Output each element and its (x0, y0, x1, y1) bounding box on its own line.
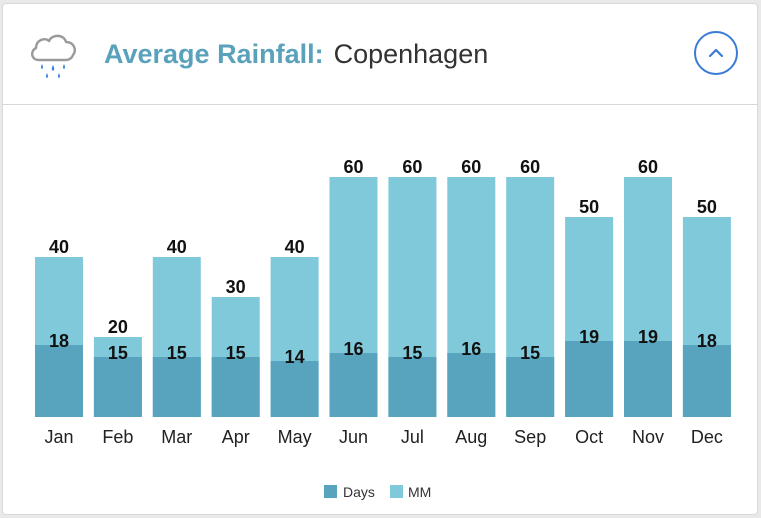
label-days-may: 14 (285, 347, 305, 367)
label-days-mar: 15 (167, 343, 187, 363)
label-days-jan: 18 (49, 331, 69, 351)
collapse-button[interactable] (694, 31, 738, 75)
title-city: Copenhagen (333, 39, 489, 69)
tick-label-aug: Aug (455, 427, 487, 447)
label-mm-jun: 60 (343, 157, 363, 177)
label-mm-sep: 60 (520, 157, 540, 177)
tick-label-nov: Nov (632, 427, 664, 447)
label-days-nov: 19 (638, 327, 658, 347)
tick-label-may: May (278, 427, 312, 447)
label-days-oct: 19 (579, 327, 599, 347)
label-mm-feb: 20 (108, 317, 128, 337)
tick-label-mar: Mar (161, 427, 192, 447)
bar-days-feb (93, 357, 142, 417)
label-mm-jan: 40 (49, 237, 69, 257)
tick-label-oct: Oct (575, 427, 603, 447)
tick-label-sep: Sep (514, 427, 546, 447)
legend-swatch-days (324, 485, 337, 498)
tick-label-jun: Jun (339, 427, 368, 447)
legend-label-mm: MM (408, 484, 431, 500)
tick-label-jul: Jul (401, 427, 424, 447)
rain-cloud-icon (31, 34, 76, 78)
card-header: Average Rainfall: Copenhagen (3, 4, 757, 105)
label-days-aug: 16 (461, 339, 481, 359)
label-mm-jul: 60 (402, 157, 422, 177)
bar-days-may (270, 361, 319, 417)
label-mm-aug: 60 (461, 157, 481, 177)
bar-days-apr (211, 357, 260, 417)
bar-days-jul (388, 357, 437, 417)
label-days-sep: 15 (520, 343, 540, 363)
tick-label-apr: Apr (222, 427, 250, 447)
label-days-jun: 16 (343, 339, 363, 359)
bar-days-dec (682, 345, 731, 417)
label-mm-nov: 60 (638, 157, 658, 177)
tick-label-dec: Dec (691, 427, 723, 447)
label-mm-apr: 30 (226, 277, 246, 297)
bar-days-jun (329, 353, 378, 417)
label-mm-mar: 40 (167, 237, 187, 257)
bar-days-mar (152, 357, 201, 417)
bar-days-jan (35, 345, 83, 417)
page-title: Average Rainfall: Copenhagen (104, 34, 488, 74)
legend-label-days: Days (343, 484, 375, 500)
tick-label-feb: Feb (102, 427, 133, 447)
chevron-up-icon (708, 48, 724, 58)
label-days-jul: 15 (402, 343, 422, 363)
label-days-apr: 15 (226, 343, 246, 363)
bar-days-aug (447, 353, 496, 417)
rainfall-bar-chart: 40 18 Jan 20 15 Feb 40 15 Mar 30 15 Apr 40 14 May 60 16 J… (35, 157, 731, 500)
label-days-feb: 15 (108, 343, 128, 363)
rainfall-chart: 40 18 Jan 20 15 Feb 40 15 Mar 30 15 Apr 40 14 May 60 16 J… (3, 105, 757, 514)
legend-swatch-mm (390, 485, 403, 498)
label-mm-may: 40 (285, 237, 305, 257)
label-mm-oct: 50 (579, 197, 599, 217)
tick-label-jan: Jan (44, 427, 73, 447)
label-days-dec: 18 (697, 331, 717, 351)
bar-days-oct (565, 341, 614, 417)
title-label: Average Rainfall: (104, 39, 324, 69)
bar-days-sep (506, 357, 555, 417)
bar-days-nov (624, 341, 672, 417)
label-mm-dec: 50 (697, 197, 717, 217)
rainfall-card: Average Rainfall: Copenhagen 40 18 Jan 20 15 F… (2, 3, 758, 515)
